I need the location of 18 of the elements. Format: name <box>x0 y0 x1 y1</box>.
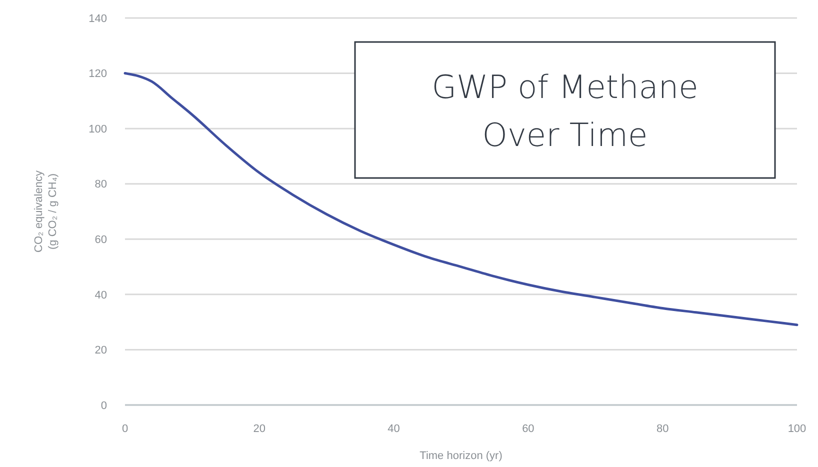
y-tick-label: 140 <box>88 12 107 25</box>
x-tick-label: 80 <box>656 423 669 435</box>
y-tick-label: 100 <box>88 123 107 136</box>
x-tick-label: 60 <box>522 423 534 435</box>
y-tick-label: 0 <box>100 400 107 412</box>
x-tick-label: 40 <box>388 423 400 435</box>
y-tick-label: 80 <box>94 178 107 191</box>
x-tick-label: 20 <box>253 423 266 435</box>
line-series <box>124 72 798 326</box>
x-axis-title: Time horizon (yr) <box>420 450 502 462</box>
y-tick-label: 20 <box>94 344 107 357</box>
y-tick-label: 120 <box>88 68 107 80</box>
y-axis-title: CO₂ equivalency (g CO₂ / g CH₄) <box>33 170 59 252</box>
title-box: GWP of Methane Over Time <box>354 41 776 179</box>
x-tick-label: 100 <box>788 423 806 435</box>
x-tick-label: 0 <box>122 423 128 435</box>
y-tick-label: 40 <box>94 289 107 302</box>
y-tick-label: 60 <box>94 234 107 246</box>
